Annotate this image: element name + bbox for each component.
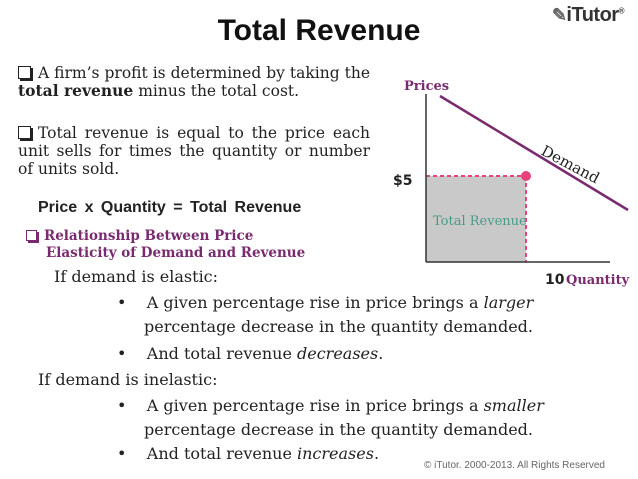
page-title: Total Revenue xyxy=(217,14,421,47)
inelastic-item-1: • A given percentage rise in price bring… xyxy=(117,396,544,415)
checkbox-bullet-icon xyxy=(26,230,37,241)
bullet-profit: A firm’s profit is determined by taking … xyxy=(18,64,370,100)
demand-chart: Prices Quantity $5 10 Demand Total Reven… xyxy=(393,79,630,288)
itutor-logo: ✎iTutor® xyxy=(551,4,625,27)
checkbox-bullet-icon xyxy=(18,126,31,139)
quantity-tick-label: 10 xyxy=(545,272,565,288)
total-revenue-label: Total Revenue xyxy=(433,214,527,229)
demand-curve xyxy=(439,94,629,212)
elastic-item-1-cont: percentage decrease in the quantity dema… xyxy=(144,317,534,336)
logo-text: iTutor xyxy=(566,4,619,26)
price-quantity-point xyxy=(521,171,531,181)
inelastic-item-2: • And total revenue increases. xyxy=(117,444,380,463)
relationship-heading: Relationship Between Price Elasticity of… xyxy=(26,228,305,262)
logo-icon: ✎ xyxy=(551,5,567,25)
logo-registered: ® xyxy=(618,6,625,16)
demand-label: Demand xyxy=(538,142,603,188)
inelastic-item-1-cont: percentage decrease in the quantity dema… xyxy=(144,420,534,439)
y-axis-label: Prices xyxy=(404,79,449,94)
inelastic-heading: If demand is inelastic: xyxy=(38,370,218,389)
total-revenue-area xyxy=(426,176,526,262)
copyright: © iTutor. 2000-2013. All Rights Reserved xyxy=(424,460,605,471)
elastic-item-1: • A given percentage rise in price bring… xyxy=(117,293,534,312)
x-axis-label: Quantity xyxy=(566,273,630,288)
bullet-total-revenue: Total revenue is equal to the price each… xyxy=(18,124,370,178)
price-tick-label: $5 xyxy=(393,173,412,189)
revenue-formula: Price x Quantity = Total Revenue xyxy=(38,199,302,216)
elastic-item-2: • And total revenue decreases. xyxy=(117,344,384,363)
elastic-heading: If demand is elastic: xyxy=(54,267,219,286)
checkbox-bullet-icon xyxy=(18,66,31,79)
